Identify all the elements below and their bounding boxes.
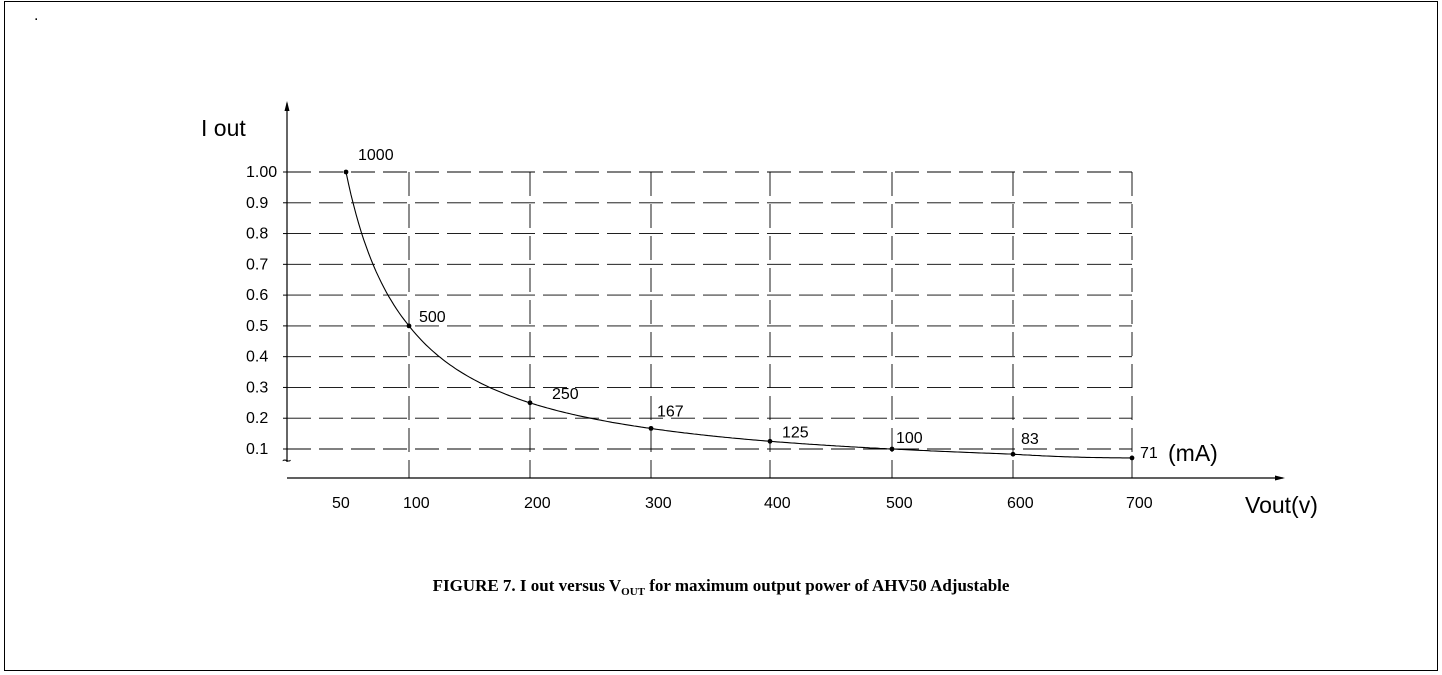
tiny-mark: . [34, 7, 38, 24]
x-tick-label: 50 [332, 495, 350, 512]
caption-prefix: FIGURE 7. I out versus V [433, 576, 622, 595]
y-tick-label: 0.7 [246, 256, 268, 273]
data-points: 1000 500 250 167 125 100 83 71 [343, 147, 1158, 462]
x-axis-label: Vout(v) [1245, 492, 1318, 518]
data-label: 500 [419, 309, 446, 326]
data-label: 250 [552, 386, 579, 403]
data-point [889, 446, 895, 452]
figure-frame [4, 1, 1438, 671]
x-tick-label: 500 [886, 495, 913, 512]
data-point [648, 425, 654, 431]
figure-caption: FIGURE 7. I out versus VOUT for maximum … [433, 576, 1010, 598]
data-point [1129, 455, 1135, 461]
y-tick-label: 0.9 [246, 195, 268, 212]
x-tick-label: 600 [1007, 495, 1034, 512]
x-tick-label: 300 [645, 495, 672, 512]
y-tick-label: 0.3 [246, 379, 268, 396]
data-label: 125 [782, 424, 809, 441]
grid [287, 171, 1133, 478]
data-point [527, 400, 533, 406]
caption-suffix: for maximum output power of AHV50 Adjust… [645, 576, 1010, 595]
y-tick-label: 0.4 [246, 349, 268, 366]
y-tick-label: 0.5 [246, 318, 268, 335]
y-axis-arrow [284, 101, 290, 111]
unit-label: (mA) [1168, 440, 1218, 466]
x-tick-label: 200 [524, 495, 551, 512]
y-tick-label: 0.2 [246, 410, 268, 427]
data-label: 100 [896, 430, 923, 447]
data-point [406, 323, 412, 329]
axis-break-icon: ~ [282, 453, 291, 470]
y-tick-label: 0.1 [246, 441, 268, 458]
axes: ~ [282, 101, 1285, 481]
caption-subscript: OUT [621, 586, 646, 598]
data-label: 71 [1140, 445, 1158, 462]
data-label: 1000 [358, 147, 394, 164]
x-axis-arrow [1275, 475, 1285, 481]
x-tick-label: 100 [403, 495, 430, 512]
y-tick-label: 1.00 [246, 164, 277, 181]
data-point [343, 169, 349, 175]
x-tick-labels: 50 100 200 300 400 500 600 700 [332, 495, 1153, 512]
data-point [767, 438, 773, 444]
y-tick-label: 0.8 [246, 226, 268, 243]
x-tick-label: 400 [764, 495, 791, 512]
y-tick-labels: 1.00 0.9 0.8 0.7 0.6 0.5 0.4 0.3 0.2 0.1 [246, 164, 287, 458]
x-tick-label: 700 [1126, 495, 1153, 512]
data-label: 167 [657, 403, 684, 420]
data-point [1010, 451, 1016, 457]
y-axis-label: I out [201, 115, 246, 141]
y-tick-label: 0.6 [246, 287, 268, 304]
data-label: 83 [1021, 431, 1039, 448]
curve-line [345, 171, 1132, 459]
